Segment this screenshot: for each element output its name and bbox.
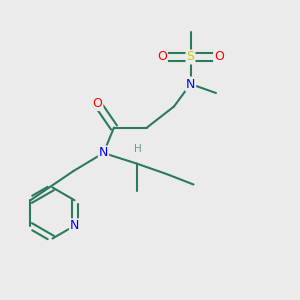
Text: S: S	[187, 50, 194, 64]
Text: O: O	[214, 50, 224, 64]
Text: N: N	[70, 219, 79, 232]
Text: N: N	[186, 77, 195, 91]
Text: N: N	[99, 146, 108, 160]
Text: O: O	[93, 97, 102, 110]
Text: O: O	[157, 50, 167, 64]
Text: H: H	[134, 143, 142, 154]
